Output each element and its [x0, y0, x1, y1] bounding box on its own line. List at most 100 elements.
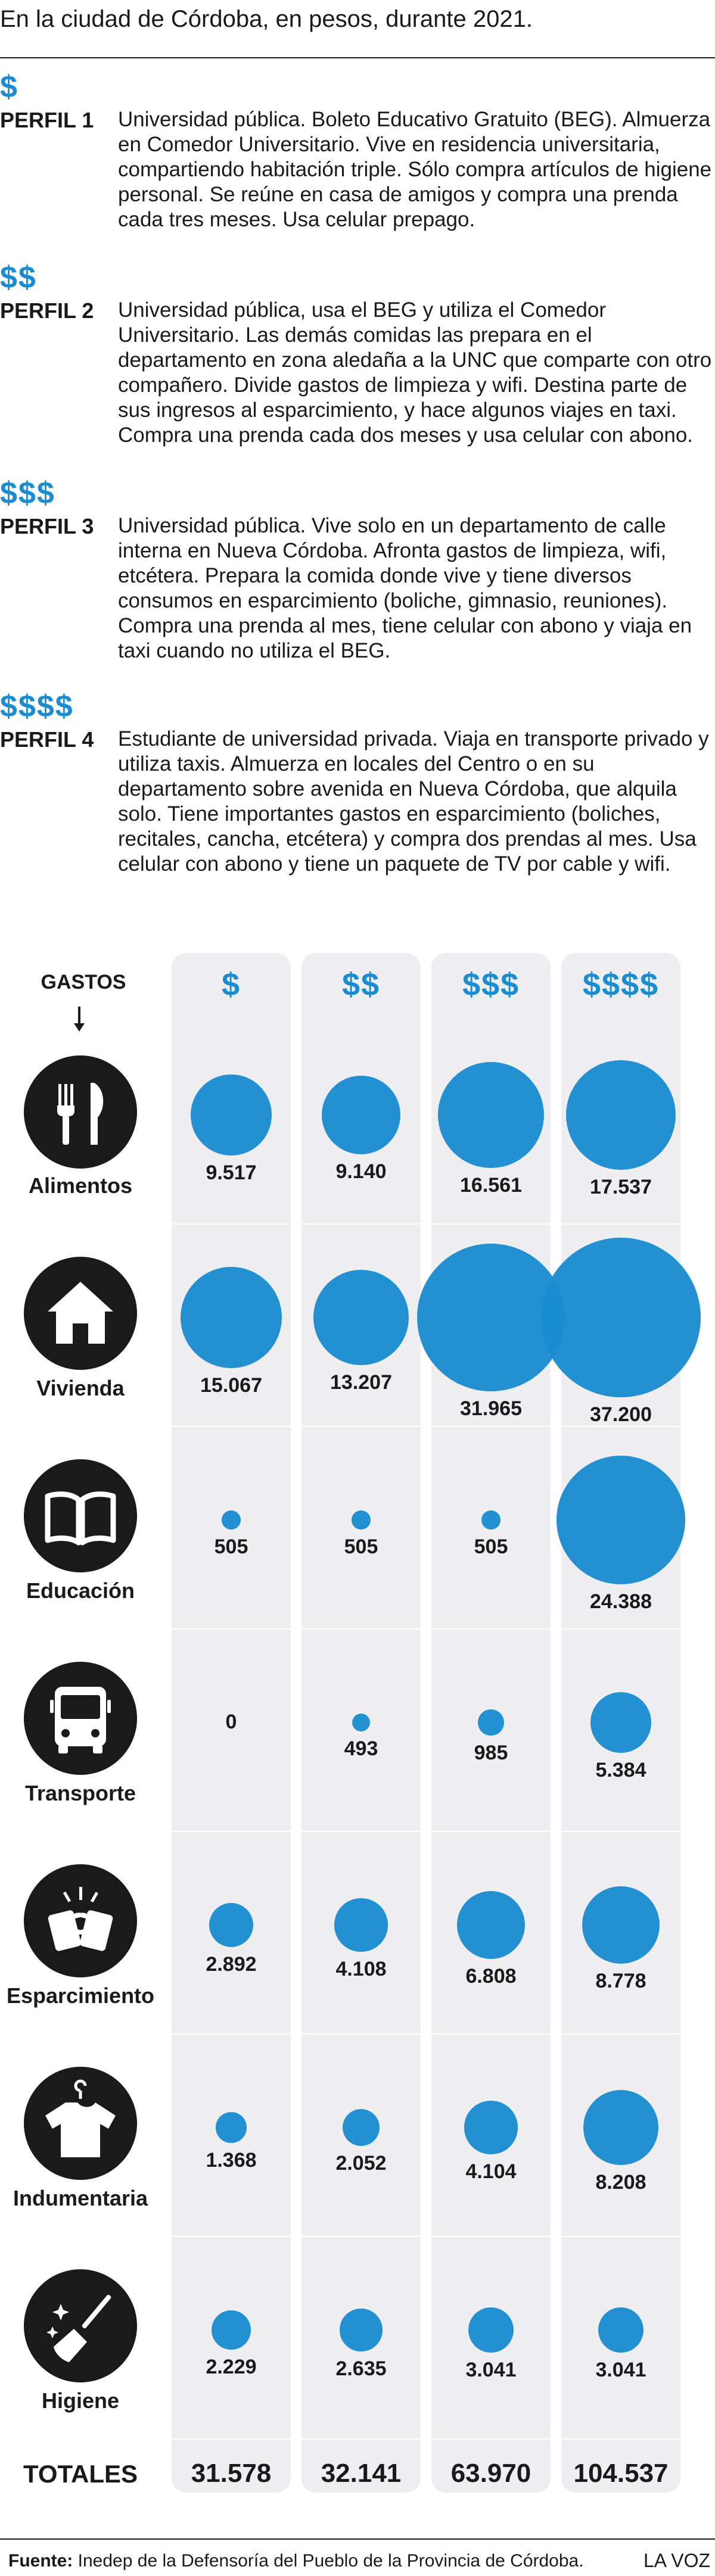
bubble	[478, 1709, 504, 1736]
bubble-value-label: 0	[225, 1711, 237, 1733]
profile-4-description: Estudiante de universidad privada. Viaja…	[118, 727, 709, 876]
tshirt-icon	[24, 2067, 137, 2180]
bubble	[340, 2309, 383, 2351]
column-header-4: $$$$	[582, 967, 660, 1002]
bubble	[598, 2307, 644, 2353]
brand-logo: LA VOZ	[643, 2550, 710, 2571]
category-label: Esparcimiento	[6, 1983, 155, 2008]
source-label: Fuente:	[8, 2551, 73, 2571]
house-icon	[24, 1257, 137, 1370]
bubble-value-label: 9.517	[206, 1161, 257, 1184]
bubble-value-label: 4.108	[335, 1957, 387, 1980]
bubble-value-label: 5.384	[595, 1758, 646, 1781]
subtitle: En la ciudad de Córdoba, en pesos, duran…	[0, 6, 533, 32]
category-label: Higiene	[41, 2388, 120, 2413]
bubble	[334, 1898, 388, 1952]
profile-1-description: Universidad pública. Boleto Educativo Gr…	[118, 108, 712, 231]
utensils-icon	[24, 1055, 137, 1169]
bubble-value-label: 15.067	[200, 1374, 262, 1397]
bubble	[556, 1455, 686, 1585]
bubble-value-label: 4.104	[465, 2160, 517, 2183]
category-label: Transporte	[24, 1781, 136, 1805]
bubble	[212, 2310, 251, 2350]
profile-1-symbol: $	[0, 70, 18, 104]
bubble	[590, 1692, 651, 1753]
row-divider	[166, 2438, 715, 2440]
category-label: Alimentos	[28, 1173, 133, 1198]
broom-icon	[24, 2269, 137, 2382]
column-header-2: $$	[341, 967, 381, 1002]
profile-2-name: PERFIL 2	[0, 298, 94, 323]
bubble-value-label: 3.041	[465, 2359, 517, 2382]
row-divider	[166, 1831, 715, 1832]
bubble	[180, 1266, 282, 1369]
bubble-value-label: 2.635	[335, 2357, 387, 2380]
bubble	[321, 1075, 401, 1155]
column-header-3: $$$	[462, 967, 520, 1002]
profile-2-description: Universidad pública, usa el BEG y utiliz…	[118, 298, 712, 447]
bus-icon	[24, 1662, 137, 1775]
category-label: Vivienda	[36, 1376, 125, 1400]
bubble-value-label: 505	[214, 1535, 248, 1558]
bubble	[437, 1061, 545, 1169]
bubble	[222, 1510, 241, 1530]
bubble-value-label: 1.368	[206, 2148, 257, 2172]
bubble-value-label: 493	[344, 1737, 378, 1761]
bubble	[191, 1074, 272, 1155]
source-note: Fuente: Inedep de la Defensoría del Pueb…	[8, 2551, 584, 2571]
bubble	[468, 2307, 514, 2353]
row-header-label: GASTOS	[41, 971, 126, 993]
category-label: Educación	[26, 1578, 135, 1603]
total-value-4: 104.537	[573, 2459, 669, 2488]
profile-3-name: PERFIL 3	[0, 514, 94, 538]
source-text: Inedep de la Defensoría del Pueblo de la…	[73, 2551, 584, 2571]
bubble-value-label: 6.808	[465, 1965, 517, 1988]
bubble-value-label: 8.778	[595, 1970, 646, 1993]
bubble	[481, 1510, 500, 1530]
bubble-value-label: 31.965	[460, 1397, 522, 1421]
column-header-1: $	[221, 967, 241, 1002]
bubble	[582, 1886, 660, 1964]
bubble-value-label: 505	[474, 1535, 508, 1558]
bubble-value-label: 17.537	[590, 1176, 652, 1198]
profile-2-symbol: $$	[0, 260, 37, 295]
bubble-value-label: 2.229	[206, 2355, 257, 2378]
row-divider	[166, 2236, 715, 2237]
bubble-value-label: 24.388	[590, 1590, 652, 1613]
bubble-value-label: 13.207	[330, 1370, 392, 1394]
book-icon	[24, 1459, 137, 1572]
bubble	[464, 2101, 518, 2154]
down-arrowhead-icon	[74, 1023, 85, 1032]
row-divider	[166, 1426, 715, 1427]
profile-3-symbol: $$$	[0, 476, 55, 510]
total-value-2: 32.141	[321, 2459, 402, 2488]
bubble	[565, 1060, 676, 1170]
total-value-1: 31.578	[191, 2459, 272, 2488]
bubble	[352, 1713, 371, 1732]
bubble-value-label: 37.200	[590, 1403, 652, 1426]
bubble-value-label: 3.041	[595, 2359, 646, 2382]
profile-4-symbol: $$$$	[0, 689, 74, 724]
total-value-3: 63.970	[450, 2459, 531, 2488]
bubble-value-label: 505	[344, 1535, 378, 1558]
down-arrow-icon	[78, 1007, 80, 1027]
bubble	[456, 1890, 526, 1960]
totals-label: TOTALES	[23, 2460, 138, 2488]
bubble-value-label: 2.052	[335, 2152, 387, 2175]
bubble	[416, 1243, 565, 1392]
bubble	[313, 1270, 409, 1365]
profile-1-name: PERFIL 1	[0, 108, 94, 132]
profile-3-description: Universidad pública. Vive solo en un dep…	[118, 514, 692, 662]
row-divider	[166, 1628, 715, 1630]
bubble-value-label: 985	[474, 1741, 508, 1764]
bubble-value-label: 9.140	[335, 1160, 387, 1183]
bubble	[209, 1902, 254, 1948]
bubble	[342, 2108, 380, 2147]
bubble-value-label: 2.892	[206, 1953, 257, 1976]
row-divider	[166, 2033, 715, 2035]
bubble-value-label: 16.561	[460, 1174, 522, 1197]
profile-4-name: PERFIL 4	[0, 727, 94, 752]
bubble	[541, 1238, 701, 1397]
category-label: Indumentaria	[13, 2186, 148, 2210]
header-rule	[0, 57, 715, 58]
